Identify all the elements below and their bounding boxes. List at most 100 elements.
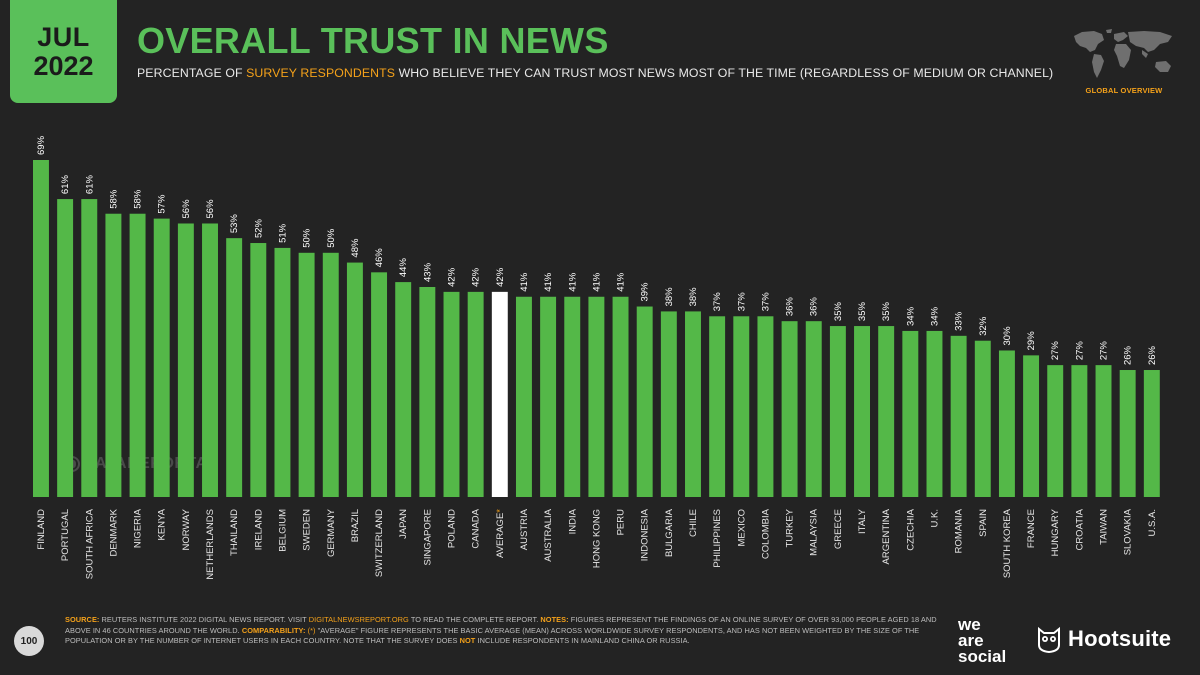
value-label: 44% bbox=[398, 258, 409, 278]
bar-malaysia bbox=[805, 321, 822, 497]
bar-portugal bbox=[57, 199, 74, 497]
bar-turkey bbox=[781, 321, 798, 497]
value-label: 27% bbox=[1074, 341, 1085, 361]
subtitle-pre: PERCENTAGE OF bbox=[137, 66, 247, 80]
category-label: INDONESIA bbox=[640, 508, 651, 561]
category-label: KENYA bbox=[157, 508, 168, 540]
value-label: 36% bbox=[785, 297, 796, 317]
value-label: 58% bbox=[108, 189, 119, 209]
category-label: U.S.A. bbox=[1147, 509, 1158, 536]
category-label: THAILAND bbox=[229, 509, 240, 556]
category-label: HONG KONG bbox=[591, 509, 602, 568]
value-label: 29% bbox=[1026, 331, 1037, 351]
category-label: SWEDEN bbox=[302, 509, 313, 551]
value-label: 42% bbox=[495, 267, 506, 287]
date-badge: JUL 2022 bbox=[10, 0, 117, 103]
bar-u-k bbox=[926, 330, 943, 497]
subtitle-highlight: SURVEY RESPONDENTS bbox=[246, 66, 396, 80]
category-label: SOUTH KOREA bbox=[1002, 508, 1013, 578]
bar-u-s-a bbox=[1143, 370, 1160, 497]
bar-bulgaria bbox=[660, 311, 677, 497]
footnote-source-text-1: REUTERS INSTITUTE 2022 DIGITAL NEWS REPO… bbox=[99, 615, 309, 624]
category-label: BULGARIA bbox=[664, 508, 675, 557]
value-label: 41% bbox=[616, 272, 627, 292]
category-label: NORWAY bbox=[181, 508, 192, 550]
bar-argentina bbox=[878, 326, 895, 497]
category-label: ARGENTINA bbox=[881, 508, 892, 564]
bar-philippines bbox=[709, 316, 726, 497]
value-label: 35% bbox=[833, 301, 844, 321]
category-label: MALAYSIA bbox=[809, 508, 820, 555]
footnote-notes-label: NOTES: bbox=[540, 615, 569, 624]
value-label: 37% bbox=[712, 292, 723, 312]
value-label: 34% bbox=[929, 306, 940, 326]
bar-thailand bbox=[226, 238, 243, 497]
bar-peru bbox=[612, 296, 629, 497]
value-label: 37% bbox=[736, 292, 747, 312]
hootsuite-name: Hootsuite bbox=[1068, 626, 1172, 651]
category-label: BELGIUM bbox=[277, 509, 288, 552]
category-label: FINLAND bbox=[36, 509, 47, 550]
value-label: 42% bbox=[447, 267, 458, 287]
bar-slovakia bbox=[1119, 370, 1136, 497]
value-label: 36% bbox=[809, 297, 820, 317]
category-label: AVERAGE* bbox=[495, 509, 506, 558]
value-label: 46% bbox=[374, 248, 385, 268]
footnote-comparability-text-1: "AVERAGE" FIGURE REPRESENTS THE BASIC AV… bbox=[65, 625, 920, 646]
value-label: 53% bbox=[229, 214, 240, 234]
value-label: 61% bbox=[84, 175, 95, 195]
category-label: SINGAPORE bbox=[422, 509, 433, 566]
value-label: 51% bbox=[277, 223, 288, 243]
category-label: GREECE bbox=[833, 509, 844, 549]
bar-france bbox=[1023, 355, 1040, 497]
category-label: SLOVAKIA bbox=[1123, 508, 1134, 555]
bar-czechia bbox=[902, 330, 919, 497]
bar-colombia bbox=[757, 316, 774, 497]
hootsuite-logo: Hootsuite bbox=[1036, 625, 1171, 653]
value-label: 56% bbox=[205, 199, 216, 219]
bar-denmark bbox=[105, 213, 122, 497]
page-number: 100 bbox=[14, 626, 44, 656]
value-label: 48% bbox=[350, 238, 361, 258]
bar-poland bbox=[443, 291, 460, 497]
bar-germany bbox=[322, 252, 339, 497]
bar-croatia bbox=[1071, 365, 1088, 497]
category-label: DENMARK bbox=[108, 508, 119, 556]
value-label: 41% bbox=[519, 272, 530, 292]
value-label: 56% bbox=[181, 199, 192, 219]
value-label: 35% bbox=[857, 301, 868, 321]
average-marker: * bbox=[495, 509, 506, 513]
bar-norway bbox=[177, 223, 194, 498]
bar-austria bbox=[515, 296, 532, 497]
bar-hong-kong bbox=[588, 296, 605, 497]
value-label: 30% bbox=[1002, 326, 1013, 346]
bar-belgium bbox=[274, 247, 291, 497]
footnote-source-link[interactable]: DIGITALNEWSREPORT.ORG bbox=[308, 615, 409, 624]
footnote-notes-text: FIGURES REPRESENT THE FINDINGS OF AN ONL… bbox=[65, 615, 937, 635]
value-label: 42% bbox=[471, 267, 482, 287]
bar-spain bbox=[974, 340, 991, 497]
category-label: COLOMBIA bbox=[760, 508, 771, 559]
category-label: ROMANIA bbox=[954, 508, 965, 553]
bar-chile bbox=[685, 311, 701, 497]
value-label: 43% bbox=[422, 262, 433, 282]
value-label: 69% bbox=[36, 135, 47, 155]
value-label: 27% bbox=[1050, 341, 1061, 361]
category-label: CHILE bbox=[688, 509, 699, 537]
category-label: NETHERLANDS bbox=[205, 509, 216, 580]
category-label: FRANCE bbox=[1026, 509, 1037, 548]
page-subtitle: PERCENTAGE OF SURVEY RESPONDENTS WHO BEL… bbox=[137, 66, 1053, 80]
badge-year: 2022 bbox=[33, 50, 94, 81]
bar-italy bbox=[854, 326, 870, 497]
bar-brazil bbox=[346, 262, 363, 497]
category-label: U.K. bbox=[929, 509, 940, 527]
value-label: 41% bbox=[591, 272, 602, 292]
bar-australia bbox=[540, 296, 557, 497]
bar-average bbox=[491, 291, 508, 497]
footnote-comparability-not: NOT bbox=[459, 636, 476, 646]
category-label: AUSTRIA bbox=[519, 508, 530, 550]
category-label: HUNGARY bbox=[1050, 508, 1061, 556]
world-map-icon bbox=[1074, 29, 1172, 78]
category-label: MEXICO bbox=[736, 509, 747, 546]
bar-chart: 69% FINLAND 61% PORTUGAL 61% SOUTH AFRICA 58% D… bbox=[33, 135, 1160, 580]
